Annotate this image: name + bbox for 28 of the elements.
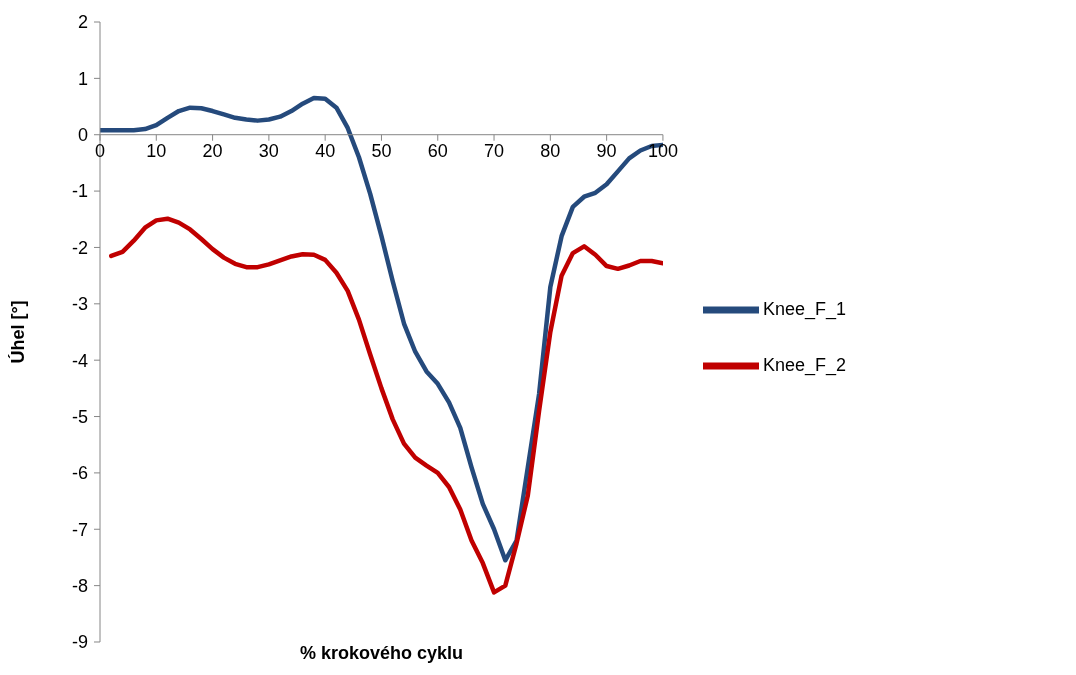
y-tick-label: -8 <box>71 576 88 597</box>
y-axis-title: Úhel [°] <box>7 300 29 364</box>
y-tick-label: -5 <box>71 406 88 427</box>
x-tick-label: 10 <box>146 140 167 161</box>
y-tick-label: -6 <box>71 463 88 484</box>
legend-label: Knee_F_2 <box>762 354 846 375</box>
x-tick-label: 40 <box>315 140 336 161</box>
x-axis-title: % krokového cyklu <box>299 642 463 663</box>
x-tick-label: 90 <box>596 140 617 161</box>
legend-label: Knee_F_1 <box>762 298 846 319</box>
x-tick-label: 30 <box>258 140 279 161</box>
y-tick-label: -4 <box>71 350 88 371</box>
line-series <box>109 216 663 595</box>
x-tick-label: 60 <box>427 140 448 161</box>
x-tick-label: 80 <box>540 140 561 161</box>
y-tick-label: 1 <box>77 68 88 89</box>
y-tick-label: -7 <box>71 519 88 540</box>
x-tick-label: 100 <box>647 140 678 161</box>
y-tick-label: -3 <box>71 294 88 315</box>
y-tick-label: 2 <box>77 12 88 33</box>
y-tick-label: 0 <box>77 125 88 146</box>
y-tick-label: -1 <box>71 181 88 202</box>
x-tick-label: 0 <box>94 140 106 161</box>
x-tick-label: 70 <box>484 140 505 161</box>
x-tick-label: 50 <box>371 140 392 161</box>
y-tick-label: -2 <box>71 237 88 258</box>
x-tick-label: 20 <box>202 140 223 161</box>
y-tick-label: -9 <box>71 632 88 653</box>
